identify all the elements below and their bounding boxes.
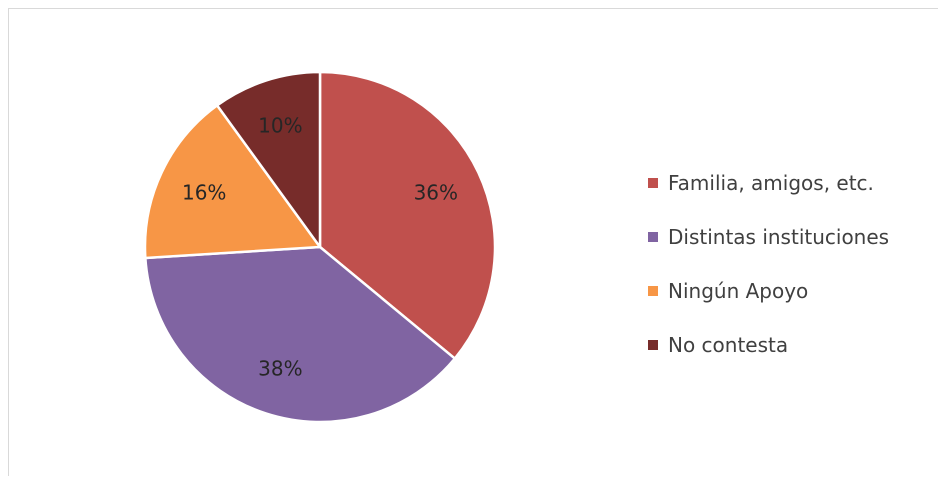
legend-item-ningun-apoyo: Ningún Apoyo xyxy=(648,264,889,318)
legend-item-no-contesta: No contesta xyxy=(648,318,889,372)
pie-slice-ningun-apoyo xyxy=(143,104,322,260)
legend-swatch-no-contesta xyxy=(648,340,658,350)
data-label-ningun-apoyo: 16% xyxy=(182,181,226,205)
legend-swatch-familia xyxy=(648,178,658,188)
data-label-no-contesta: 10% xyxy=(258,113,302,137)
legend-item-instituciones: Distintas instituciones xyxy=(648,210,889,264)
legend-label-no-contesta: No contesta xyxy=(668,333,789,357)
legend: Familia, amigos, etc. Distintas instituc… xyxy=(648,156,889,372)
pie-slice-familia xyxy=(318,70,497,360)
chart-frame xyxy=(8,8,938,476)
data-label-familia: 36% xyxy=(414,181,458,205)
legend-label-familia: Familia, amigos, etc. xyxy=(668,171,874,195)
legend-label-instituciones: Distintas instituciones xyxy=(668,225,890,249)
legend-swatch-ningun-apoyo xyxy=(648,286,658,296)
legend-label-ningun-apoyo: Ningún Apoyo xyxy=(668,279,809,303)
data-label-instituciones: 38% xyxy=(258,357,302,381)
legend-item-familia: Familia, amigos, etc. xyxy=(648,156,889,210)
legend-swatch-instituciones xyxy=(648,232,658,242)
pie-slice-no-contesta xyxy=(215,70,322,249)
pie-slice-instituciones xyxy=(144,245,457,424)
